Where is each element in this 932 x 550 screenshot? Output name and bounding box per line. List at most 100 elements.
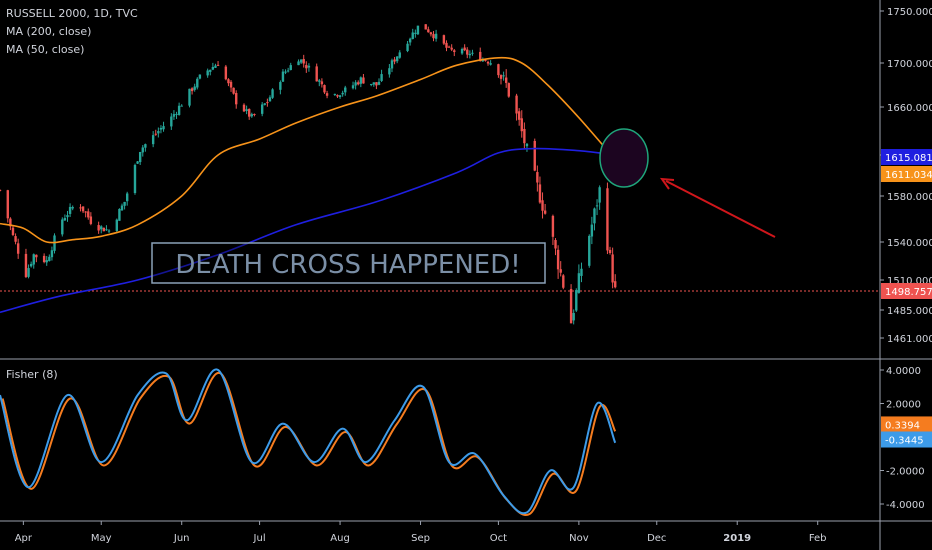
candle-body — [250, 114, 253, 117]
candle-body — [515, 95, 518, 114]
candle-body — [35, 254, 38, 258]
candle-body — [562, 275, 565, 288]
candle-body — [398, 52, 401, 58]
candle-body — [499, 75, 503, 79]
candle-body — [177, 105, 181, 115]
candle-body — [393, 59, 396, 62]
candle-body — [614, 281, 617, 288]
trigger-badge: -0.3445 — [885, 436, 924, 447]
candle-body — [606, 188, 609, 251]
candle-body — [42, 255, 46, 263]
candle-body — [162, 126, 165, 130]
candle-body — [286, 70, 290, 72]
candle-body — [14, 236, 17, 242]
candle-body — [180, 105, 183, 107]
candle-body — [489, 63, 492, 65]
candle-body — [138, 152, 142, 163]
candle-body — [325, 93, 329, 96]
candle-body — [141, 147, 144, 153]
last-price-badge: 1498.757 — [885, 287, 932, 298]
candle-body — [318, 80, 321, 82]
candle-body — [209, 69, 212, 72]
candle-body — [79, 207, 82, 209]
candle-body — [341, 92, 344, 95]
candle-body — [66, 215, 69, 218]
trigger-line — [1, 372, 617, 516]
candle-body — [227, 79, 230, 84]
candle-body — [590, 224, 594, 237]
candle-body — [338, 95, 342, 98]
candle-body — [577, 273, 581, 293]
candle-body — [27, 268, 30, 277]
candle-body — [170, 116, 173, 127]
candle-body — [416, 25, 420, 35]
time-tick-label: Feb — [809, 533, 827, 544]
candle-body — [133, 164, 137, 194]
candle-body — [351, 85, 355, 89]
candle-body — [598, 187, 601, 203]
time-tick-label: May — [91, 533, 112, 544]
candle-body — [211, 67, 215, 70]
candle-body — [50, 250, 54, 258]
time-tick-label: Dec — [647, 533, 666, 544]
candle-body — [362, 77, 365, 84]
candle-body — [105, 229, 108, 231]
price-tick-label: 1750.000 — [887, 7, 932, 18]
fisher-tick-label: -2.0000 — [886, 467, 925, 478]
candle-body — [354, 82, 357, 86]
candle-body — [372, 82, 376, 85]
candle-body — [224, 66, 228, 80]
candle-body — [188, 88, 191, 106]
candle-body — [434, 33, 438, 39]
ma50-badge-bg — [881, 166, 932, 182]
candle-body — [357, 82, 360, 85]
candle-body — [281, 71, 285, 82]
price-tick-label: 1700.000 — [887, 59, 932, 70]
candle-body — [245, 109, 248, 111]
candle-body — [305, 65, 308, 69]
candle-body — [377, 81, 381, 85]
candle-body — [551, 215, 555, 237]
fisher-legend: Fisher (8) — [6, 368, 58, 381]
candle-body — [302, 59, 305, 64]
candle-body — [271, 89, 274, 98]
candle-body — [268, 97, 272, 102]
candle-body — [525, 143, 529, 147]
ma200-legend: MA (200, close) — [6, 25, 92, 38]
candle-body — [299, 59, 303, 63]
candle-body — [63, 218, 67, 221]
candle-body — [359, 77, 363, 84]
candle-body — [100, 226, 103, 230]
candle-body — [214, 65, 217, 68]
price-tick-label: 1485.000 — [887, 306, 932, 317]
annotation-box — [151, 242, 546, 284]
candle-body — [411, 32, 414, 39]
candle-body — [466, 49, 469, 55]
candle-body — [198, 74, 202, 79]
candle-body — [144, 144, 147, 148]
price-tick-label: 1461.000 — [887, 334, 932, 345]
candle-body — [504, 77, 508, 83]
candle-body — [175, 113, 178, 115]
candle-body — [486, 61, 490, 64]
candle-body — [118, 208, 121, 221]
fisher-badge-bg — [881, 416, 932, 433]
candle-body — [479, 51, 482, 62]
candle-body — [16, 243, 20, 254]
candle-body — [595, 205, 599, 207]
candle-body — [395, 56, 399, 62]
candle-body — [333, 93, 337, 95]
fisher-tick-label: -4.0000 — [886, 500, 925, 511]
candle-body — [572, 312, 575, 321]
death-cross-circle — [599, 128, 649, 188]
time-tick-label: Sep — [411, 533, 430, 544]
candle-body — [87, 211, 90, 218]
candle-body — [32, 254, 35, 265]
candle-body — [468, 53, 472, 56]
candle-body — [453, 50, 456, 53]
candle-body — [471, 52, 474, 54]
fisher-tick-label: 2.0000 — [886, 400, 921, 411]
candle-body — [159, 127, 163, 130]
